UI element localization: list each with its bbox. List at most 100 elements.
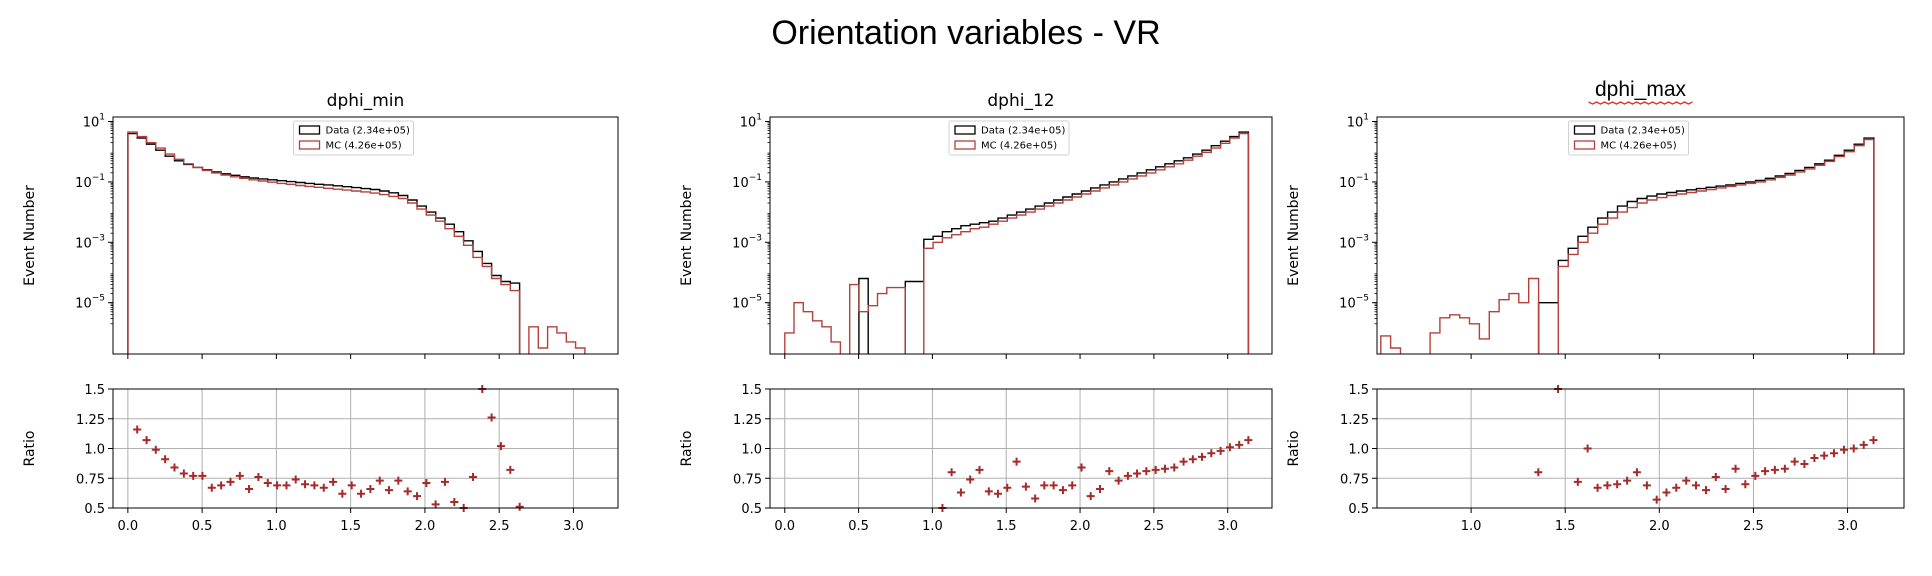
ratio-point [1820,451,1829,460]
panel-dphi-12: dphi_12 101 10−1 10−3 10−5 Event Number Data (… [679,91,1273,534]
ratio-point [440,477,449,486]
ratio-y-tick-label: 1.25 [76,413,105,428]
y-tick-label: 10−5 [732,294,762,312]
ratio-point [1534,468,1543,477]
y-axis-label: Event Number [22,185,38,286]
ratio-y-tick-label: 1.25 [1340,413,1369,428]
ratio-point [217,481,226,490]
ratio-point [226,477,235,486]
y-tick-label: 10−3 [732,233,762,251]
ratio-point [254,473,263,482]
ratio-point [1216,446,1225,455]
mc-histogram [784,132,1250,354]
ratio-axes-frame [1376,388,1905,509]
ratio-y-tick-label: 1.0 [741,443,762,458]
y-tick-label: 10−3 [75,233,105,251]
x-tick-label: 2.5 [1144,519,1165,534]
ratio-y-tick-label: 0.5 [741,502,762,517]
ratio-y-tick-label: 1.25 [733,413,762,428]
x-tick-label: 0.0 [774,519,795,534]
panel-dphi-max: dphi_max 101 10−1 10−3 10−5 Event Number Data … [1286,78,1905,534]
ratio-point [245,484,254,493]
ratio-point [1623,476,1632,485]
legend-label-data: Data (2.34e+05) [326,126,410,137]
x-tick-label: 0.5 [192,519,213,534]
x-tick-label: 2.0 [415,519,436,534]
x-tick-label: 1.5 [340,519,361,534]
ratio-point [142,436,151,445]
ratio-point [1142,467,1151,476]
ratio-y-tick-label: 0.75 [733,472,762,487]
ratio-point [151,445,160,454]
ratio-point [1068,481,1077,490]
ratio-point [1829,449,1838,458]
ratio-y-tick-label: 1.5 [1348,383,1369,398]
ratio-y-tick-label: 0.5 [1348,502,1369,517]
y-tick-label: 10−3 [1339,233,1369,251]
ratio-point [384,486,393,495]
ratio-point [1751,471,1760,480]
ratio-point [161,455,170,464]
ratio-point [1179,457,1188,466]
ratio-point [1859,440,1868,449]
legend-label-mc: MC (4.26e+05) [326,141,402,152]
panel-title: dphi_min [327,91,405,111]
y-axis-label: Event Number [679,185,695,286]
ratio-point [956,488,965,497]
ratio-point [319,483,328,492]
ratio-point [1632,468,1641,477]
ratio-point [394,476,403,485]
y-tick-label: 10−1 [1339,173,1369,191]
ratio-point [1702,486,1710,495]
figure-title: Orientation variables - VR [771,14,1161,52]
ratio-y-tick-label: 1.5 [741,383,762,398]
ratio-point [1839,445,1848,454]
ratio-y-axis-label: Ratio [22,431,38,467]
data-histogram [1537,137,1875,354]
mc-histogram [127,131,586,354]
x-tick-label: 1.5 [996,519,1017,534]
ratio-point [1244,436,1253,445]
ratio-point [1095,484,1104,493]
ratio-point [1603,481,1612,490]
x-tick-label: 2.0 [1649,519,1670,534]
ratio-y-tick-label: 0.75 [76,472,105,487]
legend-swatch-mc [298,140,321,150]
ratio-point [413,492,422,501]
ratio-point [1114,476,1123,485]
ratio-point [1810,454,1819,463]
ratio-point [1012,457,1021,466]
ratio-point [1225,443,1234,452]
ratio-point [347,481,356,490]
ratio-point [357,489,366,498]
y-tick-label: 10−1 [75,173,105,191]
ratio-point [1049,481,1058,490]
ratio-point [1711,473,1720,482]
ratio-point [338,489,347,498]
ratio-point [1105,467,1114,476]
ratio-point [375,476,384,485]
x-tick-label: 3.0 [563,519,584,534]
ratio-point [1151,465,1160,474]
ratio-point [1642,481,1651,490]
y-tick-label: 10−5 [75,294,105,312]
ratio-point [1869,436,1878,445]
spellcheck-underline [1588,101,1693,105]
legend-swatch-data [954,125,976,135]
ratio-point [1573,477,1582,486]
ratio-point [1593,483,1602,492]
ratio-point [1031,494,1040,503]
ratio-point [179,469,188,478]
ratio-y-tick-label: 1.0 [1348,443,1369,458]
ratio-point [207,483,216,492]
ratio-point [1003,483,1012,492]
ratio-point [301,480,310,489]
y-tick-label: 101 [1347,113,1369,131]
ratio-point [263,479,272,488]
ratio-point [1761,467,1770,476]
legend-swatch-data [1573,125,1596,135]
ratio-point [1741,480,1750,489]
ratio-point [1790,457,1799,466]
ratio-point [235,471,244,480]
ratio-y-tick-label: 0.75 [1340,472,1369,487]
